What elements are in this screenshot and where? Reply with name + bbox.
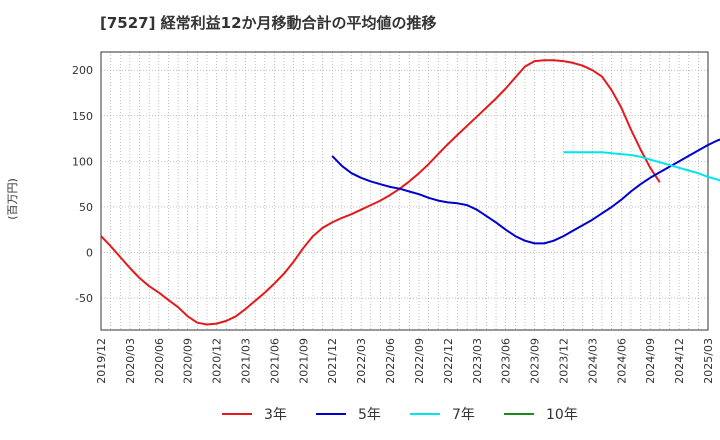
x-tick-label: 2020/03 [124, 338, 137, 384]
x-tick-label: 2022/06 [384, 338, 397, 384]
x-tick-label: 2024/06 [615, 338, 628, 384]
legend-label: 5年 [358, 407, 381, 423]
x-tick-label: 2024/03 [586, 338, 599, 384]
legend-label: 10年 [546, 407, 578, 423]
legend-label: 3年 [264, 407, 287, 423]
y-tick-label: 50 [79, 201, 93, 214]
legend-label: 7年 [452, 407, 475, 423]
x-tick-label: 2021/12 [326, 338, 339, 384]
x-tick-label: 2020/09 [182, 338, 195, 384]
x-tick-label: 2024/12 [673, 338, 686, 384]
y-tick-label: 100 [72, 155, 93, 168]
x-tick-label: 2022/09 [413, 338, 426, 384]
legend: 3年 5年 7年 10年 [222, 407, 578, 423]
y-axis-label: (百万円) [6, 178, 19, 220]
chart-title: [7527] 経常利益12か月移動合計の平均値の推移 [100, 14, 437, 32]
x-tick-label: 2024/09 [644, 338, 657, 384]
series-line-2 [331, 138, 720, 245]
x-tick-label: 2022/03 [355, 338, 368, 384]
x-tick-label: 2020/12 [211, 338, 224, 384]
x-tick-label: 2019/12 [95, 338, 108, 384]
plot-frame [100, 51, 709, 331]
x-tick-label: 2023/03 [471, 338, 484, 384]
series-line-1 [100, 59, 661, 326]
y-tick-label: 150 [72, 110, 93, 123]
y-tick-label: 200 [72, 64, 93, 77]
y-tick-label: 0 [86, 247, 93, 260]
x-tick-label: 2023/09 [529, 338, 542, 384]
x-tick-label: 2022/12 [442, 338, 455, 384]
series-layer [100, 59, 720, 326]
x-tick-label: 2025/03 [702, 338, 715, 384]
series-line-3 [563, 151, 720, 182]
axis-layer: 200 150 100 50 0 -50 2019/12 2020/03 2020/06 2020… [6, 51, 715, 384]
x-tick-label: 2023/06 [500, 338, 513, 384]
y-tick-label: -50 [75, 292, 93, 305]
x-tick-label: 2023/12 [557, 338, 570, 384]
x-tick-label: 2020/06 [153, 338, 166, 384]
x-tick-label: 2021/09 [297, 338, 310, 384]
x-tick-label: 2021/06 [268, 338, 281, 384]
x-tick-label: 2021/03 [240, 338, 253, 384]
